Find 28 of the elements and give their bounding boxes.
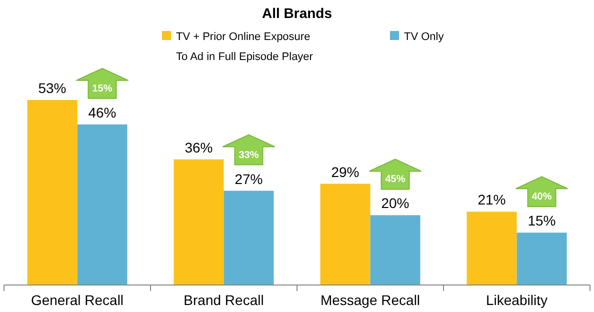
bar (77, 124, 128, 285)
data-label: 20% (381, 195, 410, 212)
bar (27, 100, 78, 285)
bar (224, 190, 274, 285)
chart-title: All Brands (262, 5, 332, 21)
annotation: 45% (385, 174, 406, 186)
annotation: 40% (532, 192, 552, 203)
data-label: 53% (38, 80, 66, 96)
legend-label: TV + Prior Online Exposure (176, 31, 310, 43)
bar (516, 232, 567, 285)
x-tick-label: Brand Recall (184, 292, 264, 308)
data-label: 15% (528, 212, 556, 229)
bar (320, 184, 370, 285)
annotation: 33% (238, 150, 259, 161)
data-label: 29% (331, 164, 360, 180)
text: 15% (92, 83, 112, 94)
text: To Ad in Full Episode Player (176, 51, 314, 63)
data-label: 36% (184, 139, 213, 156)
bar (174, 159, 224, 285)
bar (370, 215, 420, 285)
x-tick-label: General Recall (30, 292, 124, 308)
data-label: 46% (88, 104, 116, 120)
x-tick-label: Likeability (486, 292, 548, 308)
bar (466, 212, 517, 285)
x-tick-label: Message Recall (320, 292, 420, 308)
data-label: 27% (234, 170, 263, 187)
legend-label: TV Only (404, 31, 444, 43)
data-label: 21% (478, 192, 506, 208)
